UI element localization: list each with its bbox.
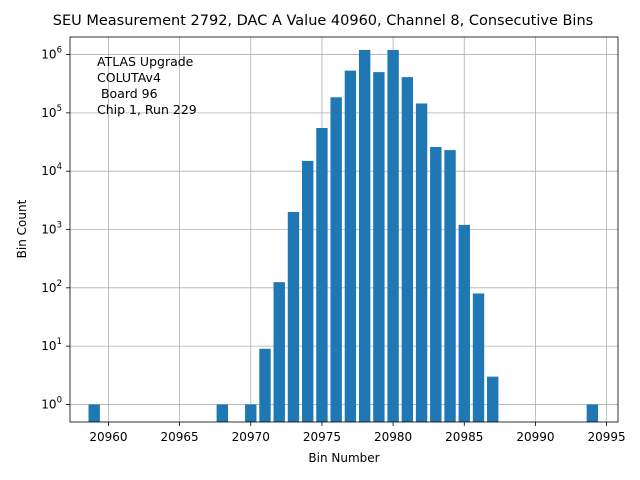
y-tick-base: 10 [41, 48, 56, 62]
x-tick-label: 20965 [161, 430, 199, 444]
annotation-line-2: COLUTAv4 [97, 70, 161, 85]
y-tick-base: 10 [41, 397, 56, 411]
bar [444, 150, 456, 422]
y-tick-exponent: 2 [57, 279, 62, 289]
x-tick-label: 20985 [445, 430, 483, 444]
bar [458, 224, 470, 422]
bar [330, 97, 342, 422]
y-tick-base: 10 [41, 339, 56, 353]
y-tick-exponent: 1 [57, 337, 62, 347]
y-tick-base: 10 [41, 281, 56, 295]
y-tick-exponent: 6 [57, 46, 62, 56]
bar [344, 70, 357, 423]
bar [472, 293, 485, 422]
axis-ticks: 20960 20965 20970 20975 20980 20985 20990 20995… [41, 46, 625, 444]
y-tick-label: 100 [41, 395, 62, 411]
x-tick-label: 20960 [89, 430, 127, 444]
bar [88, 404, 100, 422]
y-tick-label: 105 [41, 104, 62, 120]
bar [216, 404, 228, 422]
y-tick-label: 101 [41, 337, 62, 353]
annotation-line-3: Board 96 [97, 86, 158, 101]
x-tick-label: 20990 [516, 430, 554, 444]
bar [415, 103, 428, 423]
x-tick-label: 20975 [303, 430, 341, 444]
x-tick-label: 20995 [588, 430, 626, 444]
y-axis-label: Bin Count [15, 199, 29, 258]
annotation-line-4: Chip 1, Run 229 [97, 102, 197, 117]
y-tick-base: 10 [41, 164, 56, 178]
bar [487, 376, 499, 422]
bar [430, 146, 442, 422]
bar [259, 348, 271, 422]
bar [586, 404, 599, 422]
bar [387, 49, 399, 423]
y-tick-exponent: 4 [57, 162, 62, 172]
bars [88, 49, 599, 423]
bar [302, 160, 314, 422]
y-tick-base: 10 [41, 223, 56, 237]
bar [358, 49, 371, 423]
bar [316, 128, 328, 423]
x-tick-label: 20980 [374, 430, 412, 444]
bar [287, 211, 300, 422]
y-tick-label: 103 [41, 221, 62, 237]
annotation-line-1: ATLAS Upgrade [97, 54, 194, 69]
bar [373, 72, 385, 423]
chart-title: SEU Measurement 2792, DAC A Value 40960,… [53, 13, 593, 29]
bar [245, 404, 257, 422]
bar [401, 77, 414, 422]
bar [273, 282, 285, 422]
y-tick-label: 102 [41, 279, 62, 295]
y-tick-base: 10 [41, 106, 56, 120]
y-tick-exponent: 3 [57, 221, 62, 231]
y-tick-label: 104 [41, 162, 62, 178]
y-tick-exponent: 0 [57, 395, 62, 405]
y-tick-exponent: 5 [57, 104, 62, 114]
x-tick-label: 20970 [232, 430, 270, 444]
x-axis-label: Bin Number [308, 451, 379, 465]
y-tick-label: 106 [41, 46, 62, 62]
